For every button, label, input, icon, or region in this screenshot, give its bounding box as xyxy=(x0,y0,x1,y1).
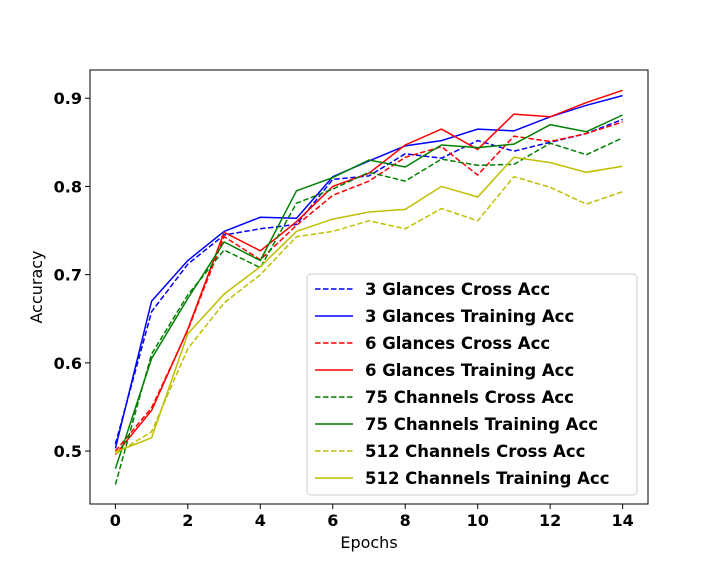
series-line-8 xyxy=(115,156,623,453)
plot-lines xyxy=(114,89,623,485)
legend-label: 75 Channels Cross Acc xyxy=(365,388,574,407)
x-tick-label: 4 xyxy=(255,511,266,530)
series-line-4 xyxy=(114,89,623,456)
series-line-2 xyxy=(114,94,623,449)
y-tick-label: 0.9 xyxy=(54,89,82,108)
series-line-3 xyxy=(114,121,623,452)
legend-label: 6 Glances Cross Acc xyxy=(365,334,550,353)
legend-label: 6 Glances Training Acc xyxy=(365,361,574,380)
x-tick-label: 0 xyxy=(110,511,121,530)
series-line-6 xyxy=(114,114,623,469)
legend: 3 Glances Cross Acc 3 Glances Training Ac… xyxy=(306,273,638,496)
legend-label: 75 Channels Training Acc xyxy=(365,415,598,434)
x-tick-label: 8 xyxy=(400,511,411,530)
y-tick-label: 0.7 xyxy=(54,266,82,285)
legend-label: 512 Channels Cross Acc xyxy=(365,442,585,461)
y-axis-label: Accuracy xyxy=(27,250,46,323)
y-tick-label: 0.6 xyxy=(54,354,82,373)
legend-label: 3 Glances Training Acc xyxy=(365,307,574,326)
x-tick-label: 12 xyxy=(539,511,561,530)
y-tick-label: 0.5 xyxy=(54,442,82,461)
y-tick-label: 0.8 xyxy=(54,177,82,196)
legend-label: 512 Channels Training Acc xyxy=(365,469,610,488)
x-axis-ticks: 0 2 4 6 8 10 12 14 xyxy=(110,504,634,530)
x-axis-label: Epochs xyxy=(340,533,397,552)
series-line-7 xyxy=(115,175,623,455)
y-axis-ticks: 0.5 0.6 0.7 0.8 0.9 xyxy=(54,89,90,461)
x-tick-label: 6 xyxy=(327,511,338,530)
axes-frame xyxy=(89,69,649,505)
legend-box xyxy=(306,273,638,496)
series-line-1 xyxy=(114,118,623,445)
x-tick-label: 14 xyxy=(612,511,634,530)
x-tick-label: 10 xyxy=(467,511,489,530)
legend-label: 3 Glances Cross Acc xyxy=(365,280,550,299)
x-tick-label: 2 xyxy=(182,511,193,530)
